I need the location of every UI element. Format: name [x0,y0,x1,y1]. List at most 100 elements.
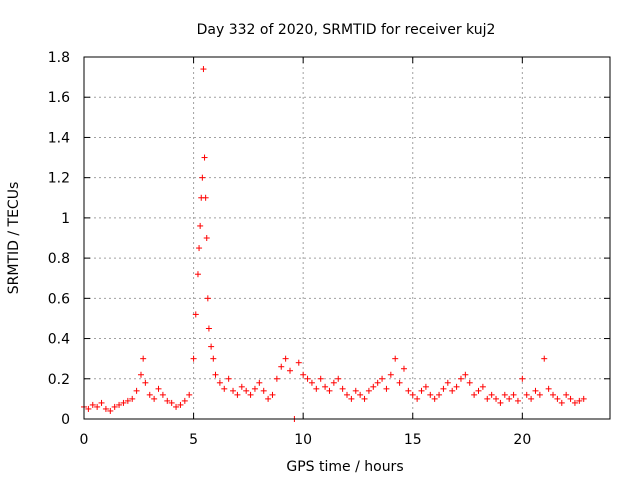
data-point [94,403,101,410]
data-point [85,405,92,412]
plot-frame [83,56,611,420]
y-tick-label: 1 [61,211,70,227]
data-point [216,379,223,386]
data-point [120,399,127,406]
data-point [212,371,219,378]
grid-layer [84,57,610,419]
data-point [177,401,184,408]
data-point [431,395,438,402]
data-point [484,395,491,402]
data-point [164,397,171,404]
data-point [563,391,570,398]
data-point [199,174,206,181]
data-point [210,355,217,362]
data-point [466,379,473,386]
data-point [541,355,548,362]
x-tick-label: 10 [294,432,312,448]
data-point [168,399,175,406]
data-point [142,379,149,386]
data-point [251,385,258,392]
data-point [317,375,324,382]
y-tick-label: 0.6 [48,291,70,307]
data-point [256,379,263,386]
data-point [192,311,199,318]
data-point [322,383,329,390]
data-point [392,355,399,362]
data-point [501,391,508,398]
data-point [449,387,456,394]
y-tick-label: 1.8 [48,50,70,66]
y-tick-label: 0.4 [48,332,70,348]
data-point [471,391,478,398]
data-point [205,325,212,332]
data-point [427,391,434,398]
data-point [304,375,311,382]
data-point [405,387,412,394]
data-point [197,222,204,229]
data-point [194,271,201,278]
data-point [133,387,140,394]
data-point [129,395,136,402]
data-point [344,391,350,398]
data-point [374,379,381,386]
data-point [475,387,482,394]
data-point [234,391,241,398]
data-point [383,385,390,392]
data-point [208,343,215,350]
data-point [523,391,530,398]
data-point [260,387,267,394]
data-point [330,379,337,386]
data-point [567,395,574,402]
data-point [409,391,416,398]
y-tick-label: 0.8 [48,251,70,267]
data-point [339,385,346,392]
data-point [519,375,526,382]
data-point [196,245,203,252]
data-point [379,375,386,382]
data-point [387,371,394,378]
data-point [278,363,285,370]
x-tick-label: 0 [80,432,89,448]
data-point [536,391,543,398]
data-point [576,397,583,404]
data-point [550,391,557,398]
data-point [497,399,504,406]
data-point [528,395,535,402]
data-point [265,395,272,402]
data-point [308,379,315,386]
data-point [111,403,118,410]
x-tick-label: 20 [513,432,531,448]
tick-layer: 0 0.2 0.4 0.6 0.8 1 1.2 1.4 1.6 1.8 0 5 10 15 20 [48,50,610,448]
y-axis-label: SRMTID / TECUs [6,182,22,295]
y-tick-label: 0 [61,412,70,428]
data-point [414,395,421,402]
y-tick-label: 1.4 [48,130,70,146]
data-point [532,387,539,394]
data-point [365,387,372,394]
data-point [488,391,495,398]
data-point [348,395,355,402]
data-point [200,66,207,73]
data-point [436,391,443,398]
data-point [453,383,460,390]
data-point [571,399,578,406]
y-tick-label: 0.2 [48,372,70,388]
data-point [357,391,364,398]
data-point [558,399,565,406]
data-point [335,375,342,382]
data-point [396,379,403,386]
data-point [225,375,232,382]
data-point [202,194,209,201]
data-point [440,385,447,392]
data-point [146,391,153,398]
x-tick-label: 15 [404,432,422,448]
data-point [159,391,166,398]
data-point [352,387,359,394]
data-point [173,403,180,410]
data-point [201,154,208,161]
data-point [514,397,521,404]
data-point [282,355,289,362]
data-point [98,399,105,406]
